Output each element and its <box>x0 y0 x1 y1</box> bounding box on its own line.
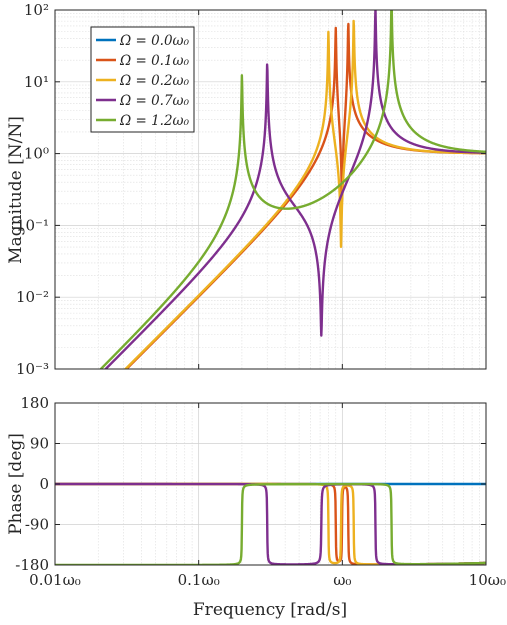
legend-label: Ω = 1.2ω₀ <box>119 113 190 129</box>
frequency-xlabel: Frequency [rad/s] <box>193 600 347 620</box>
legend-label: Ω = 0.1ω₀ <box>119 53 190 69</box>
magnitude-ytick-label: 10⁻¹ <box>16 216 49 234</box>
magnitude-panel: 10² 10¹ 10⁰ 10⁻¹ 10⁻² 10⁻³ Magnitude [N/N] Ω … <box>6 1 487 378</box>
phase-ytick-label: -180 <box>15 556 49 574</box>
legend: Ω = 0.0ω₀ Ω = 0.1ω₀ Ω = 0.2ω₀ Ω = 0.7ω₀ Ω = … <box>90 26 195 133</box>
frequency-xtick-label: ω₀ <box>333 571 351 589</box>
magnitude-frame <box>54 9 487 370</box>
frequency-xtick-label: 0.1ω₀ <box>178 571 220 589</box>
magnitude-ticks: 10² 10¹ 10⁰ 10⁻¹ 10⁻² 10⁻³ <box>16 1 487 378</box>
magnitude-line-2 <box>123 19 486 369</box>
frequency-xtick-label: 10ω₀ <box>469 571 506 589</box>
magnitude-ylabel: Magnitude [N/N] <box>6 116 26 264</box>
legend-label: Ω = 0.2ω₀ <box>119 73 190 89</box>
phase-ytick-label: 90 <box>30 435 49 453</box>
magnitude-ytick-label: 10⁰ <box>24 145 49 163</box>
phase-ytick-label: 180 <box>20 394 49 412</box>
magnitude-ytick-label: 10² <box>24 1 49 19</box>
phase-ytick-label: -90 <box>25 516 49 534</box>
magnitude-ytick-label: 10⁻² <box>16 288 49 306</box>
legend-label: Ω = 0.7ω₀ <box>119 93 190 109</box>
magnitude-ytick-label: 10⁻³ <box>16 360 49 378</box>
phase-ytick-label: 0 <box>39 475 49 493</box>
magnitude-ytick-label: 10¹ <box>24 73 49 91</box>
frequency-xtick-label: 0.01ω₀ <box>29 571 81 589</box>
magnitude-line-4 <box>99 10 486 369</box>
legend-label: Ω = 0.0ω₀ <box>119 33 190 49</box>
phase-ylabel: Phase [deg] <box>6 433 26 535</box>
magnitude-line-3 <box>103 10 486 369</box>
